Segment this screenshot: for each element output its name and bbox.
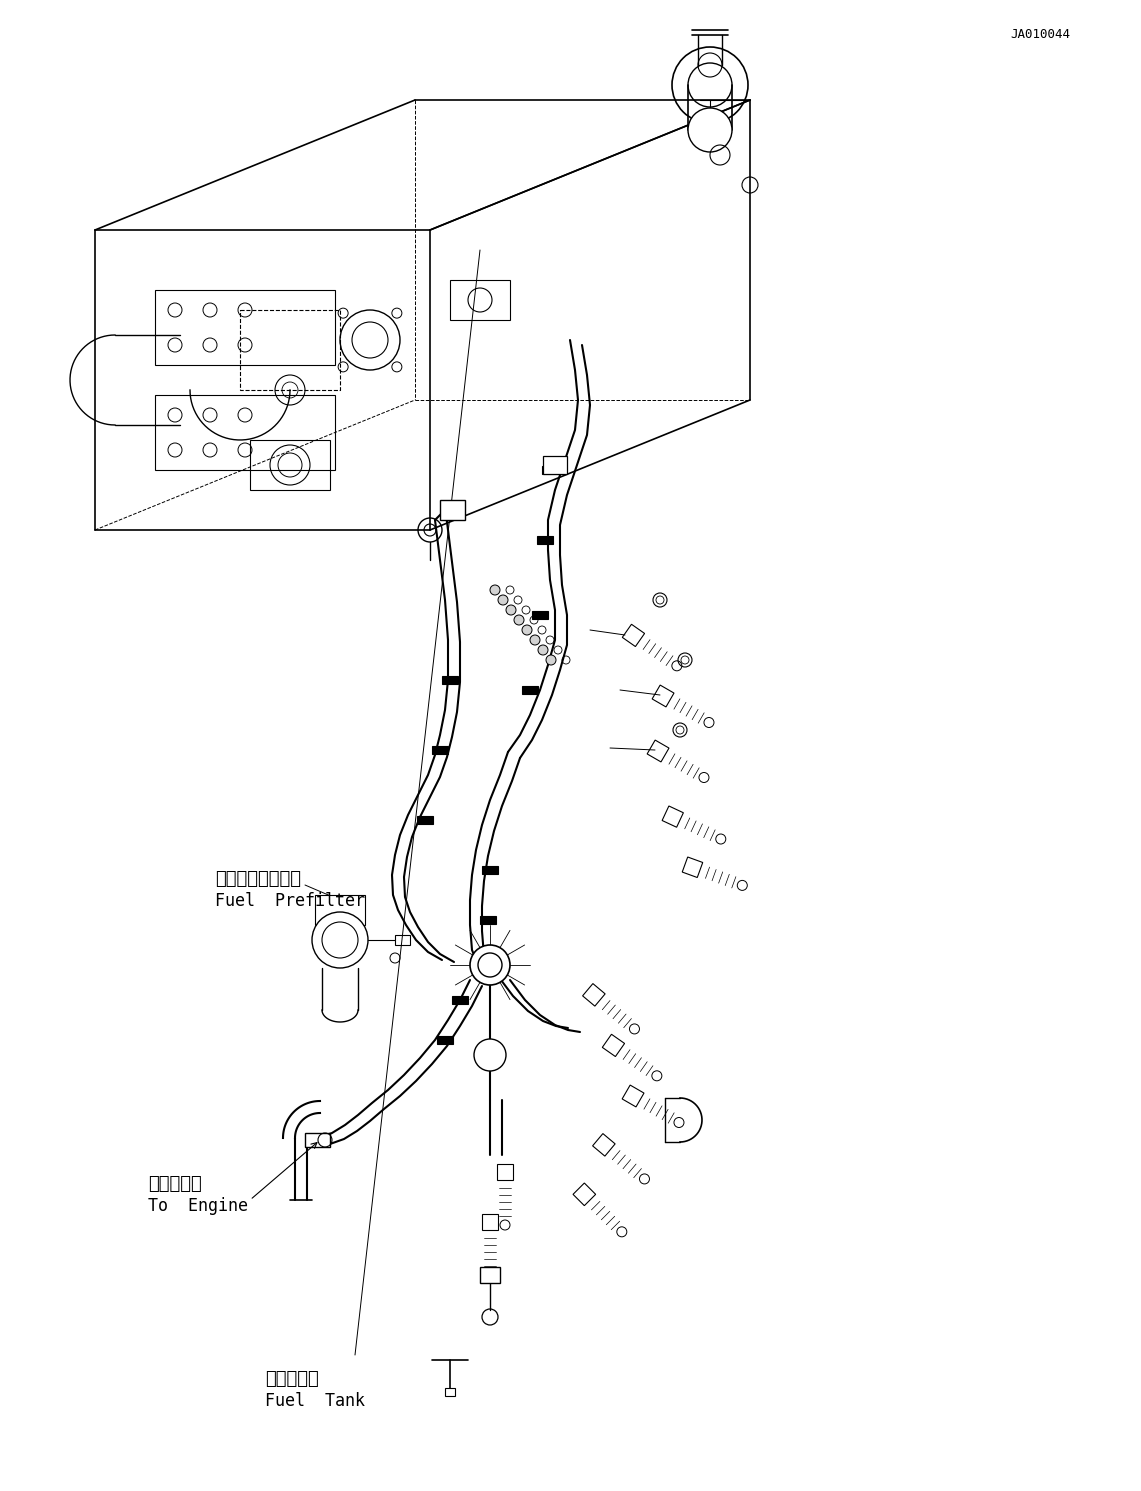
Bar [542,467,558,474]
Bar [250,440,330,491]
Text: Fuel  Prefilter: Fuel Prefilter [215,892,365,910]
Text: JA010044: JA010044 [1010,28,1070,40]
Bar [416,816,432,825]
Bar [452,996,468,1003]
Circle shape [470,945,510,986]
Bar [480,1267,500,1282]
Bar [445,1388,455,1396]
Text: Fuel  Tank: Fuel Tank [265,1393,365,1410]
Circle shape [531,635,540,646]
Bar [432,746,448,754]
Bar [543,456,567,474]
Text: 燃料タンク: 燃料タンク [265,1370,318,1388]
Circle shape [547,655,556,665]
Bar [482,866,497,874]
Bar [240,310,340,391]
Circle shape [474,1039,505,1071]
Bar [521,686,539,693]
Circle shape [489,584,500,595]
Circle shape [521,625,532,635]
Bar [450,280,510,321]
Circle shape [505,605,516,614]
Bar [315,895,365,924]
Circle shape [513,614,524,625]
Bar [305,1133,330,1147]
Circle shape [688,107,733,152]
Circle shape [539,646,548,655]
Bar [442,675,458,684]
Text: エンジンへ: エンジンへ [148,1175,202,1193]
Bar [532,611,548,619]
Bar [395,935,410,945]
Bar [155,395,335,470]
Bar [437,1036,453,1044]
Circle shape [311,912,369,968]
Circle shape [497,595,508,605]
Bar [440,499,466,520]
Bar [537,535,553,544]
Bar [155,291,335,365]
Bar [480,915,496,924]
Text: 燃料プレフィルタ: 燃料プレフィルタ [215,871,301,889]
Text: To  Engine: To Engine [148,1197,248,1215]
